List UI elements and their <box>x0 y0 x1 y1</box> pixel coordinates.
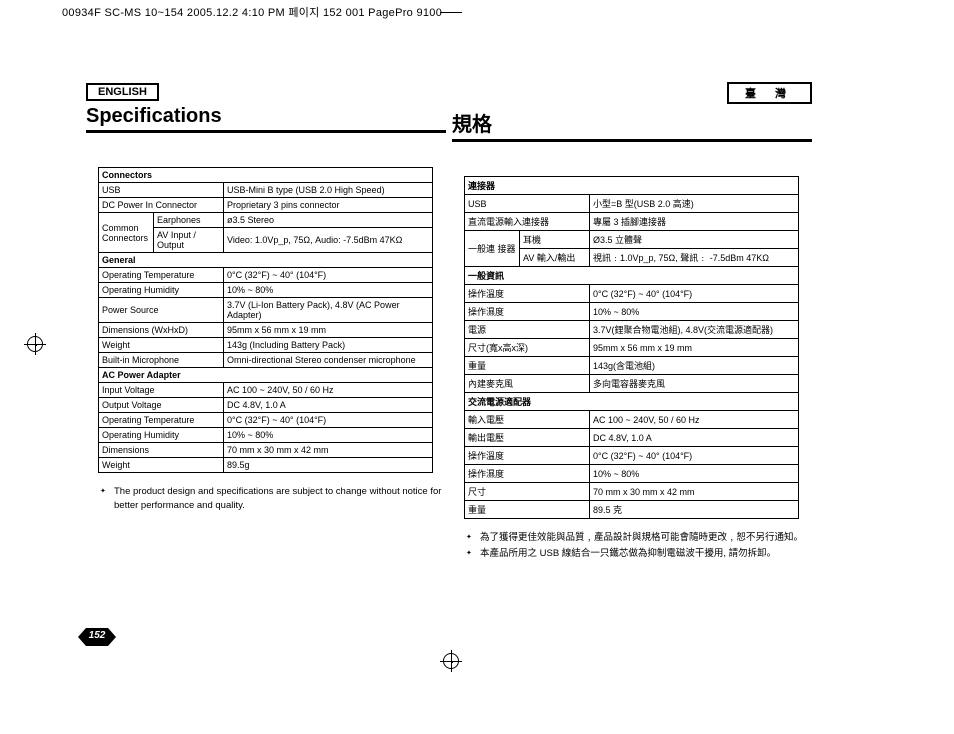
section-header-ac: AC Power Adapter <box>99 368 433 383</box>
crop-mark <box>440 12 462 13</box>
row-value: 0°C (32°F) ~ 40° (104°F) <box>224 413 433 428</box>
row-label: Power Source <box>99 298 224 323</box>
row-value: AC 100 ~ 240V, 50 / 60 Hz <box>224 383 433 398</box>
row-value: AC 100 ~ 240V, 50 / 60 Hz <box>590 411 799 429</box>
row-value: 89.5g <box>224 458 433 473</box>
row-label: 內建麥克風 <box>465 375 590 393</box>
section-header-ac: 交流電源適配器 <box>465 393 799 411</box>
row-value: 95mm x 56 mm x 19 mm <box>224 323 433 338</box>
row-value: 70 mm x 30 mm x 42 mm <box>224 443 433 458</box>
page-title-left: Specifications <box>86 105 446 133</box>
row-value: 10% ~ 80% <box>224 428 433 443</box>
spec-table-right: 連接器 USB小型=B 型(USB 2.0 高速) 直流電源輸入連接器專屬 3 … <box>464 176 799 519</box>
row-label: Common Connectors <box>99 213 154 253</box>
row-label: Dimensions (WxHxD) <box>99 323 224 338</box>
row-label: Operating Humidity <box>99 428 224 443</box>
crop-circle <box>443 653 459 669</box>
row-label: 輸入電壓 <box>465 411 590 429</box>
page-number-badge: 152 <box>78 628 116 646</box>
row-value: DC 4.8V, 1.0 A <box>224 398 433 413</box>
row-sublabel: Earphones <box>154 213 224 228</box>
row-label: Weight <box>99 338 224 353</box>
note-item: 本產品所用之 USB 線結合一只鐵芯做為抑制電磁波干擾用, 請勿拆卸。 <box>470 547 812 561</box>
row-value: 3.7V(鋰聚合物電池組), 4.8V(交流電源適配器) <box>590 321 799 339</box>
row-sublabel: 耳機 <box>520 231 590 249</box>
page-right: 臺 灣 規格 連接器 USB小型=B 型(USB 2.0 高速) 直流電源輸入連… <box>452 82 812 563</box>
row-value: 10% ~ 80% <box>224 283 433 298</box>
row-label: 尺寸(寬x高x深) <box>465 339 590 357</box>
row-value: 10% ~ 80% <box>590 465 799 483</box>
notes-right: 為了獲得更佳效能與品質﹐產品設計與規格可能會隨時更改﹐恕不另行通知。 本產品所用… <box>470 531 812 561</box>
row-value: Omni-directional Stereo condenser microp… <box>224 353 433 368</box>
row-label: 操作濕度 <box>465 465 590 483</box>
section-header-connectors: Connectors <box>99 168 433 183</box>
row-label: 輸出電壓 <box>465 429 590 447</box>
row-value: 0°C (32°F) ~ 40° (104°F) <box>590 285 799 303</box>
row-value: ø3.5 Stereo <box>224 213 433 228</box>
row-label: 操作溫度 <box>465 447 590 465</box>
row-value: 多向電容器麥克風 <box>590 375 799 393</box>
row-label: 重量 <box>465 357 590 375</box>
row-value: Ø3.5 立體聲 <box>590 231 799 249</box>
row-value: 10% ~ 80% <box>590 303 799 321</box>
row-label: Built-in Microphone <box>99 353 224 368</box>
row-value: Proprietary 3 pins connector <box>224 198 433 213</box>
row-label: Output Voltage <box>99 398 224 413</box>
note-item: The product design and specifications ar… <box>104 485 446 513</box>
row-label: 重量 <box>465 501 590 519</box>
row-value: Video: 1.0Vp_p, 75Ω, Audio: -7.5dBm 47KΩ <box>224 228 433 253</box>
row-label: Operating Temperature <box>99 413 224 428</box>
row-value: 專屬 3 插腳連接器 <box>590 213 799 231</box>
lang-tag-english: ENGLISH <box>86 83 159 101</box>
row-label: 電源 <box>465 321 590 339</box>
row-value: 143g (Including Battery Pack) <box>224 338 433 353</box>
row-label: 操作濕度 <box>465 303 590 321</box>
note-item: 為了獲得更佳效能與品質﹐產品設計與規格可能會隨時更改﹐恕不另行通知。 <box>470 531 812 545</box>
row-sublabel: AV 輸入/輸出 <box>520 249 590 267</box>
crop-circle <box>27 336 43 352</box>
row-label: Weight <box>99 458 224 473</box>
row-sublabel: AV Input / Output <box>154 228 224 253</box>
row-label: Input Voltage <box>99 383 224 398</box>
row-value: 0°C (32°F) ~ 40° (104°F) <box>224 268 433 283</box>
row-label: Operating Humidity <box>99 283 224 298</box>
page-left: ENGLISH Specifications Connectors USBUSB… <box>86 82 446 515</box>
section-header-connectors: 連接器 <box>465 177 799 195</box>
row-label: Operating Temperature <box>99 268 224 283</box>
row-label: 尺寸 <box>465 483 590 501</box>
row-value: 89.5 克 <box>590 501 799 519</box>
page-title-right: 規格 <box>452 108 812 142</box>
row-value: USB-Mini B type (USB 2.0 High Speed) <box>224 183 433 198</box>
row-value: 95mm x 56 mm x 19 mm <box>590 339 799 357</box>
print-meta-header: 00934F SC-MS 10~154 2005.12.2 4:10 PM 페이… <box>62 4 442 20</box>
spec-table-left: Connectors USBUSB-Mini B type (USB 2.0 H… <box>98 167 433 473</box>
row-label: 直流電源輸入連接器 <box>465 213 590 231</box>
section-header-general: 一般資訊 <box>465 267 799 285</box>
row-label: Dimensions <box>99 443 224 458</box>
notes-left: The product design and specifications ar… <box>104 485 446 513</box>
page-number: 152 <box>78 630 116 641</box>
section-header-general: General <box>99 253 433 268</box>
row-value: 視訊﹕1.0Vp_p, 75Ω, 聲訊﹕ -7.5dBm 47KΩ <box>590 249 799 267</box>
row-label: USB <box>465 195 590 213</box>
row-value: 3.7V (Li-Ion Battery Pack), 4.8V (AC Pow… <box>224 298 433 323</box>
row-label: USB <box>99 183 224 198</box>
row-label: 操作溫度 <box>465 285 590 303</box>
row-value: 0°C (32°F) ~ 40° (104°F) <box>590 447 799 465</box>
row-label: DC Power In Connector <box>99 198 224 213</box>
row-value: 小型=B 型(USB 2.0 高速) <box>590 195 799 213</box>
row-value: 143g(含電池組) <box>590 357 799 375</box>
row-label: 一般連 接器 <box>465 231 520 267</box>
row-value: 70 mm x 30 mm x 42 mm <box>590 483 799 501</box>
lang-tag-taiwan: 臺 灣 <box>727 82 812 104</box>
row-value: DC 4.8V, 1.0 A <box>590 429 799 447</box>
